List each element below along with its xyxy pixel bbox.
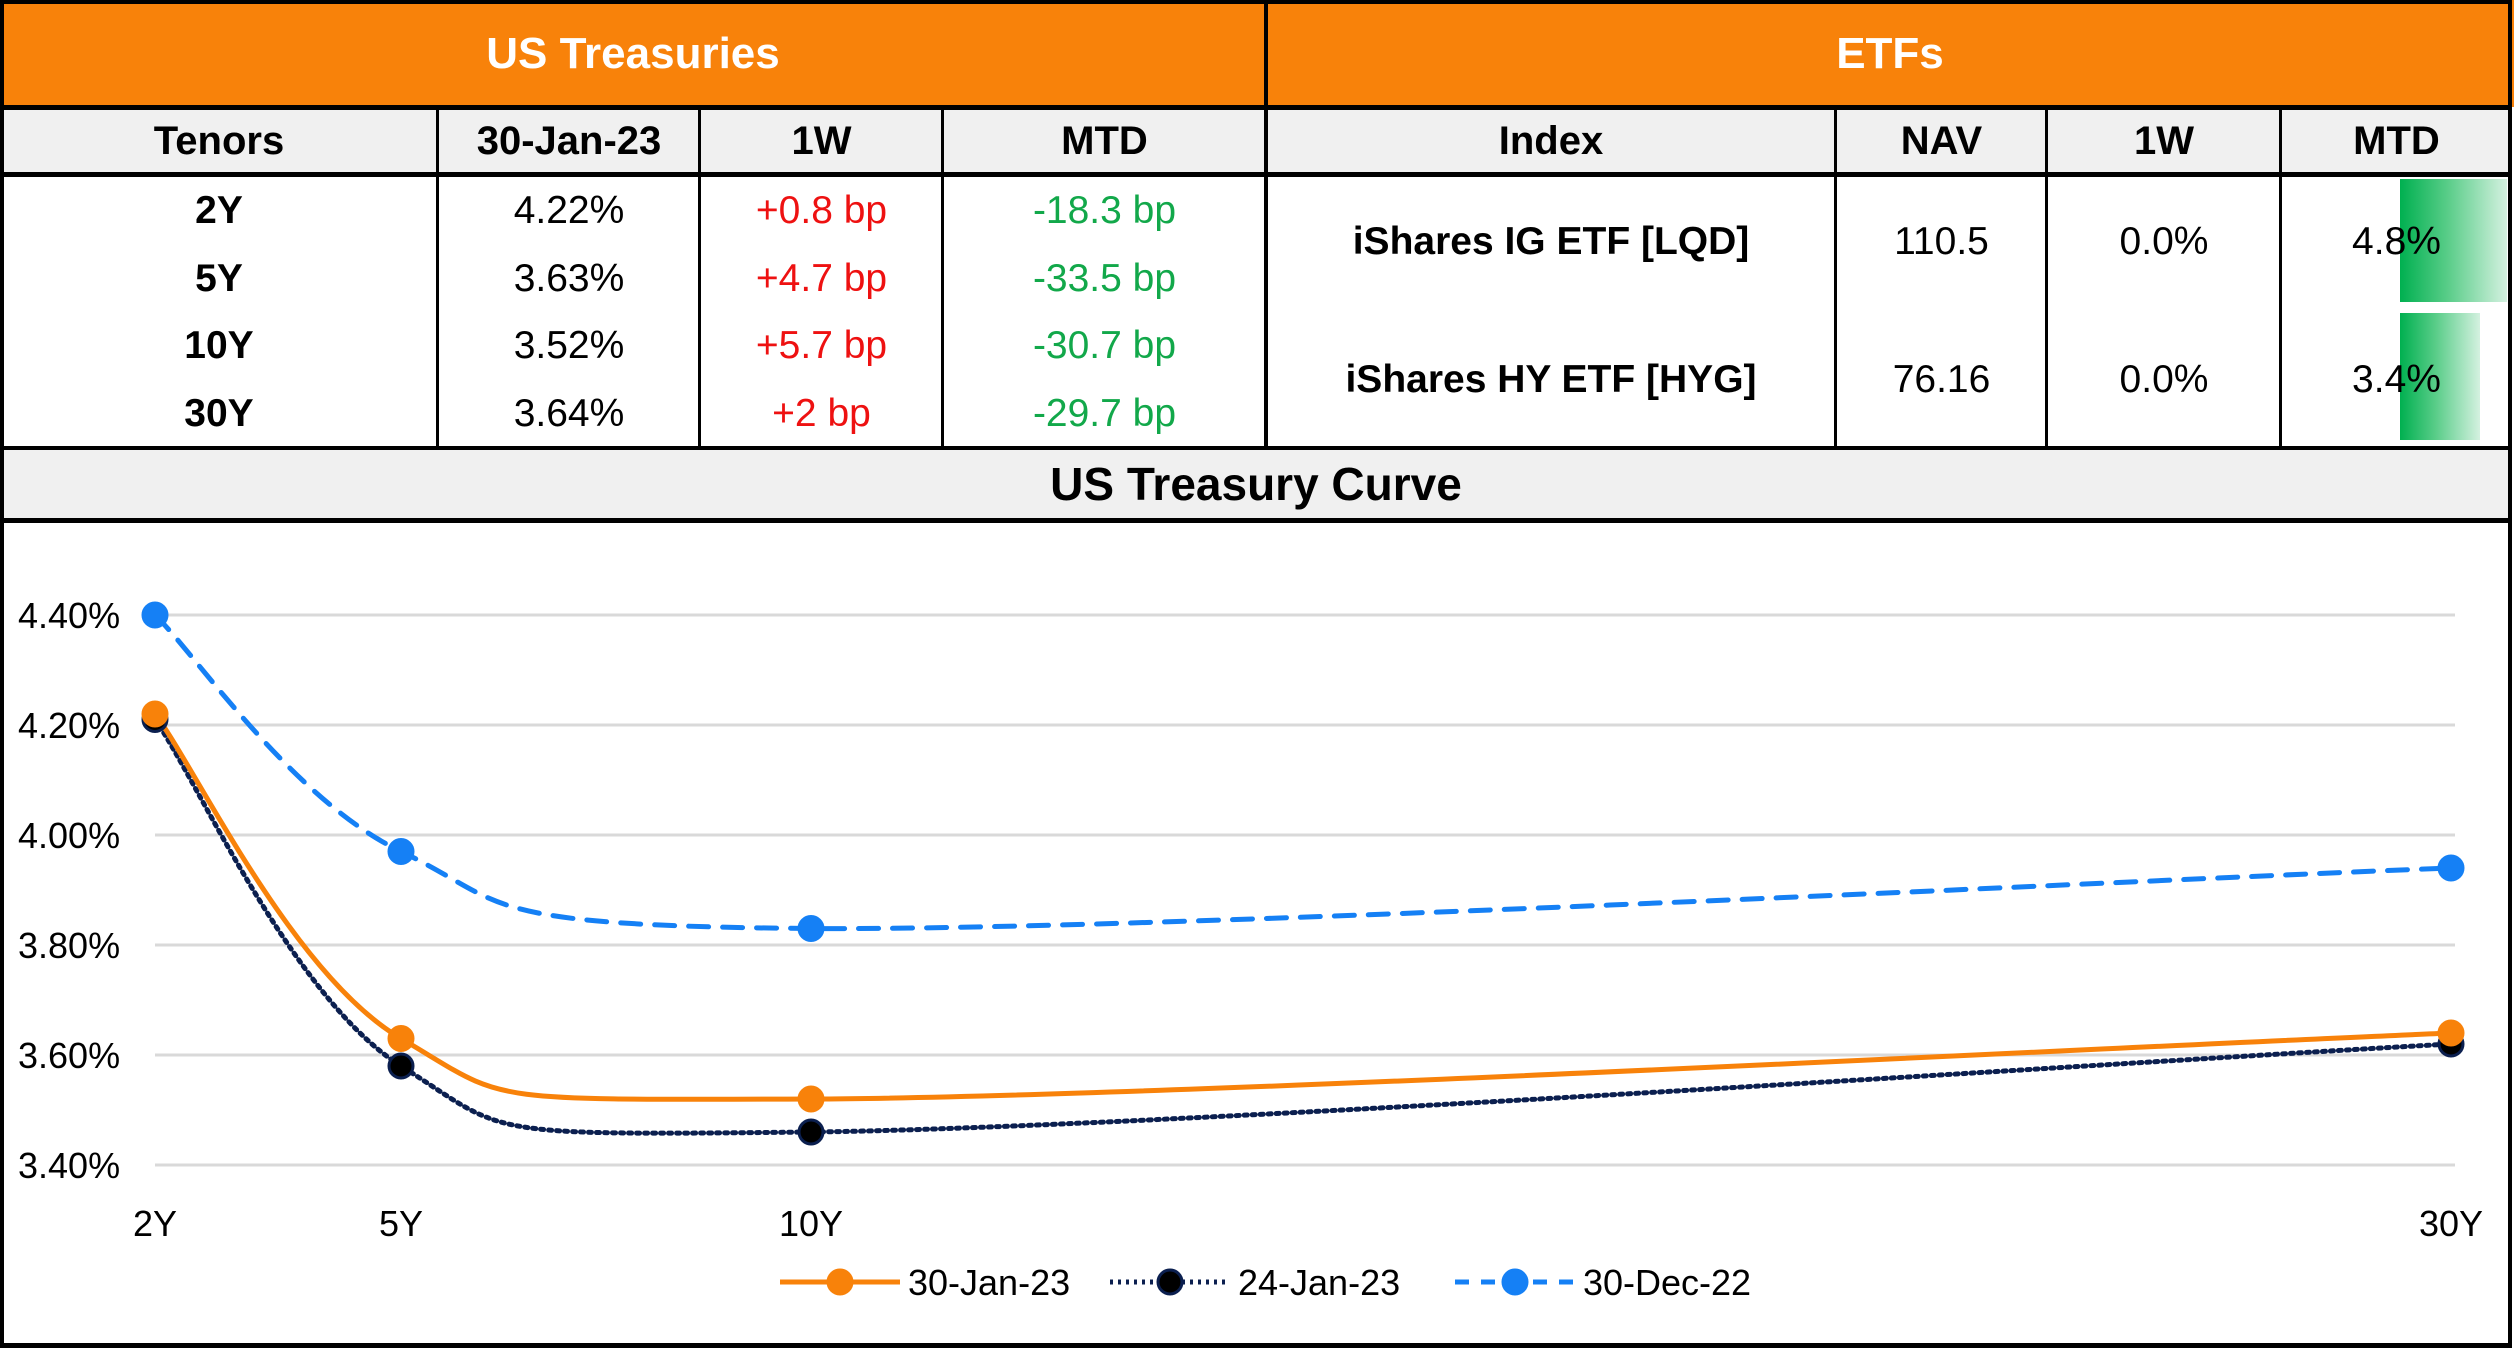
etfs-title: ETFs (1836, 28, 1944, 78)
chart-title-bar: US Treasury Curve (0, 447, 2512, 521)
yield-cell: 3.64% (513, 392, 625, 435)
chart-title: US Treasury Curve (1050, 458, 1462, 510)
etf-1w-cell: 0.0% (2119, 220, 2209, 263)
etfs-header: ETFs (1266, 0, 2514, 107)
y-tick-label: 3.80% (18, 925, 120, 966)
data-point (387, 1052, 415, 1080)
yield-cell: 3.52% (513, 324, 625, 367)
divider-col (436, 107, 439, 450)
data-point (2437, 854, 2465, 882)
border-bottom (0, 1343, 2512, 1348)
etf-nav-cell: 110.5 (1894, 220, 1989, 263)
etf-nav-cell: 76.16 (1892, 357, 1991, 401)
border-below-orange (0, 105, 2512, 110)
y-tick-label: 4.40% (18, 595, 120, 636)
column-header-row (0, 107, 2512, 175)
data-point (141, 700, 169, 728)
y-tick-label: 4.00% (18, 815, 120, 856)
w1-change-cell: +0.8 bp (755, 189, 888, 232)
border-below-chart-title (0, 518, 2512, 523)
mtd-change-cell: -33.5 bp (1032, 257, 1177, 300)
w1-change-cell: +4.7 bp (755, 257, 888, 300)
divider-col (2279, 107, 2282, 450)
col-header-mtd: MTD (1061, 118, 1148, 163)
etf-mtd-cell: 4.8% (2352, 220, 2441, 263)
x-tick-label: 2Y (133, 1203, 177, 1244)
legend-marker (1156, 1268, 1184, 1296)
legend-marker (826, 1268, 854, 1296)
col-header-etf-mtd: MTD (2353, 118, 2440, 163)
x-tick-label: 5Y (379, 1203, 423, 1244)
divider-col (2045, 107, 2048, 450)
legend-label: 24-Jan-23 (1238, 1262, 1400, 1303)
legend: 30-Jan-23 24-Jan-23 30-Dec-22 (780, 1262, 1751, 1303)
data-point (141, 601, 169, 629)
data-point (387, 838, 415, 865)
legend-marker (1501, 1268, 1529, 1296)
etf-index-cell: iShares IG ETF [LQD] (1352, 220, 1750, 263)
data-point (797, 915, 825, 942)
legend-label: 30-Jan-23 (908, 1262, 1070, 1303)
y-tick-label: 3.40% (18, 1145, 120, 1186)
series-line-30-Dec-22 (152, 612, 2454, 932)
col-header-tenors: Tenors (153, 118, 285, 163)
gridlines (155, 613, 2455, 1167)
series-lines (152, 612, 2454, 1136)
border-top (0, 0, 2512, 4)
data-point (797, 1085, 825, 1113)
col-header-date: 30-Jan-23 (476, 118, 662, 163)
w1-change-cell: +2 bp (772, 392, 871, 435)
border-below-headers (0, 172, 2512, 177)
series-markers (141, 601, 2465, 1146)
treasuries-title: US Treasuries (486, 28, 780, 78)
legend-label: 30-Dec-22 (1583, 1262, 1751, 1303)
tenor-cell: 30Y (184, 392, 254, 435)
x-tick-label: 30Y (2419, 1203, 2483, 1244)
tenor-cell: 2Y (195, 189, 243, 232)
data-point (2437, 1019, 2465, 1047)
treasuries-header: US Treasuries (0, 0, 1266, 107)
border-right (2508, 0, 2512, 1348)
yield-cell: 3.63% (513, 257, 625, 300)
divider-sections (1264, 0, 1268, 450)
x-tick-label: 10Y (779, 1203, 843, 1244)
tenor-cell: 5Y (195, 257, 243, 300)
series-line-24-Jan-23 (152, 717, 2454, 1136)
x-axis-labels: 2Y 5Y 10Y 30Y (133, 1203, 2483, 1244)
mtd-change-cell: -30.7 bp (1032, 324, 1177, 367)
col-header-nav: NAV (1900, 118, 1983, 163)
w1-change-cell: +5.7 bp (755, 324, 888, 367)
etf-1w-cell: 0.0% (2119, 357, 2209, 401)
divider-col (941, 107, 944, 450)
mtd-change-cell: -18.3 bp (1032, 189, 1177, 232)
border-left (0, 0, 4, 1348)
series-line-30-Jan-23 (152, 711, 2454, 1102)
col-header-1w: 1W (791, 118, 852, 163)
border-below-data (0, 446, 2512, 450)
yield-cell: 4.22% (513, 189, 625, 232)
y-tick-label: 3.60% (18, 1035, 120, 1076)
tenor-cell: 10Y (184, 324, 254, 367)
etf-mtd-databar (2400, 179, 2507, 302)
divider-col (1834, 107, 1837, 450)
col-header-index: Index (1498, 118, 1604, 163)
col-header-etf-1w: 1W (2134, 118, 2194, 163)
data-point (797, 1118, 825, 1146)
data-point (387, 1025, 415, 1052)
etf-mtd-databar (2400, 313, 2480, 440)
divider-col (698, 107, 701, 450)
y-axis-labels: 4.40% 4.20% 4.00% 3.80% 3.60% 3.40% (18, 595, 120, 1186)
etf-index-cell: iShares HY ETF [HYG] (1345, 357, 1757, 401)
y-tick-label: 4.20% (18, 705, 120, 746)
etf-mtd-cell: 3.4% (2352, 357, 2441, 401)
mtd-change-cell: -29.7 bp (1032, 392, 1177, 435)
